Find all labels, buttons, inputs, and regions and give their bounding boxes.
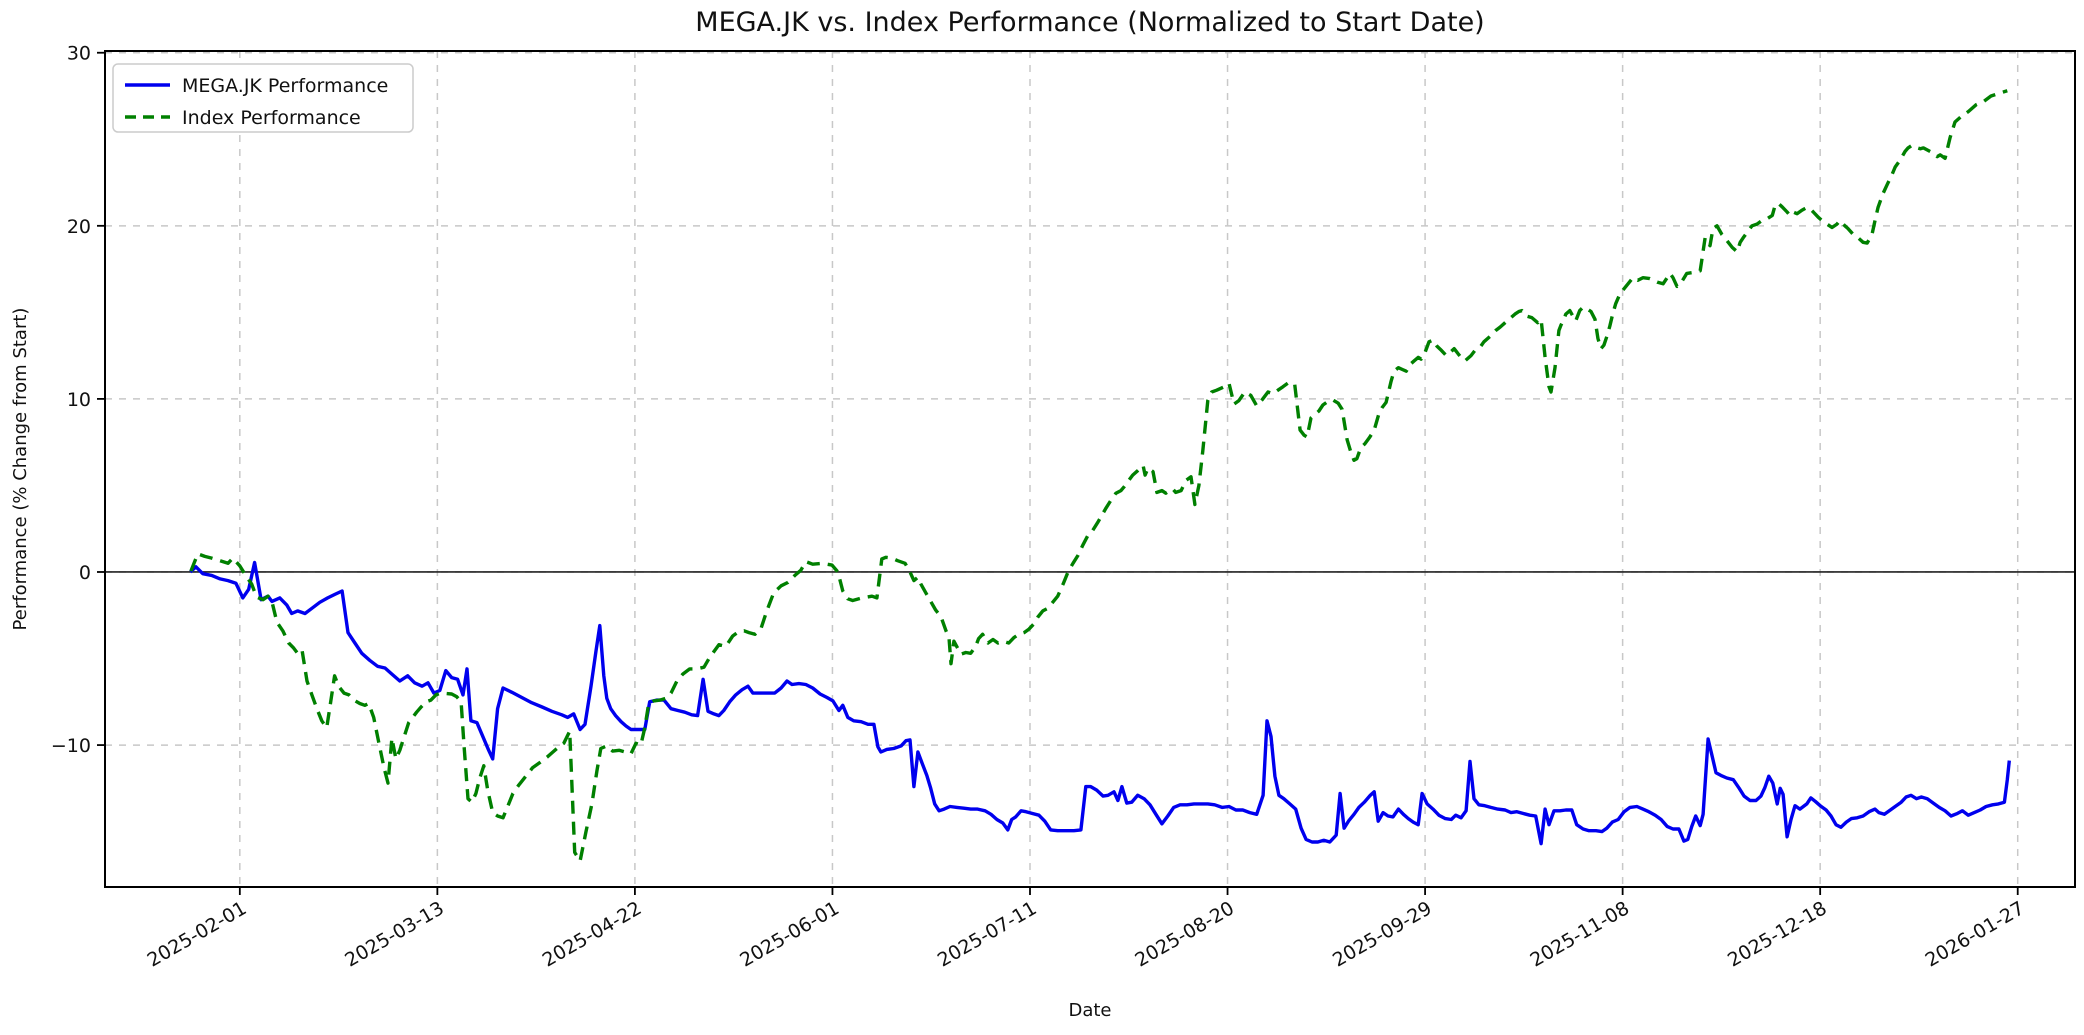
x-axis-label: Date <box>1068 1000 1111 1021</box>
y-tick-label: 10 <box>67 389 91 411</box>
legend-label-index: Index Performance <box>182 107 361 129</box>
legend: MEGA.JK Performance Index Performance <box>112 63 414 133</box>
x-tick-label: 2025-02-01 <box>144 897 251 971</box>
x-tick-label: 2025-06-01 <box>736 897 843 971</box>
legend-label-mega: MEGA.JK Performance <box>182 75 388 97</box>
y-tick-label: 20 <box>67 216 91 238</box>
grid-lines <box>105 51 2075 887</box>
axis-ticks <box>97 51 2019 895</box>
x-tick-label: 2025-11-08 <box>1526 897 1633 971</box>
x-tick-label: 2025-04-22 <box>539 897 646 971</box>
y-tick-label: 30 <box>67 43 91 65</box>
plot-border <box>104 50 2076 888</box>
x-tick-label: 2025-07-11 <box>934 897 1041 971</box>
x-tick-label: 2025-08-20 <box>1131 897 1238 971</box>
tick-labels: 2025-02-01 2025-03-13 2025-04-22 2025-06-01… <box>51 43 2028 972</box>
x-tick-label: 2025-12-18 <box>1724 897 1831 971</box>
x-tick-label: 2025-03-13 <box>341 897 448 971</box>
x-tick-label: 2026-01-27 <box>1922 897 2029 971</box>
x-tick-label: 2025-09-29 <box>1329 897 1436 971</box>
legend-box <box>112 63 414 133</box>
data-series <box>189 89 2011 863</box>
y-tick-label: 0 <box>79 562 91 584</box>
index-series-line <box>189 89 2008 863</box>
chart-title: MEGA.JK vs. Index Performance (Normalize… <box>695 7 1484 38</box>
mega-series-line <box>189 560 2011 846</box>
y-axis-label: Performance (% Change from Start) <box>10 308 31 631</box>
y-tick-label: −10 <box>51 735 91 757</box>
